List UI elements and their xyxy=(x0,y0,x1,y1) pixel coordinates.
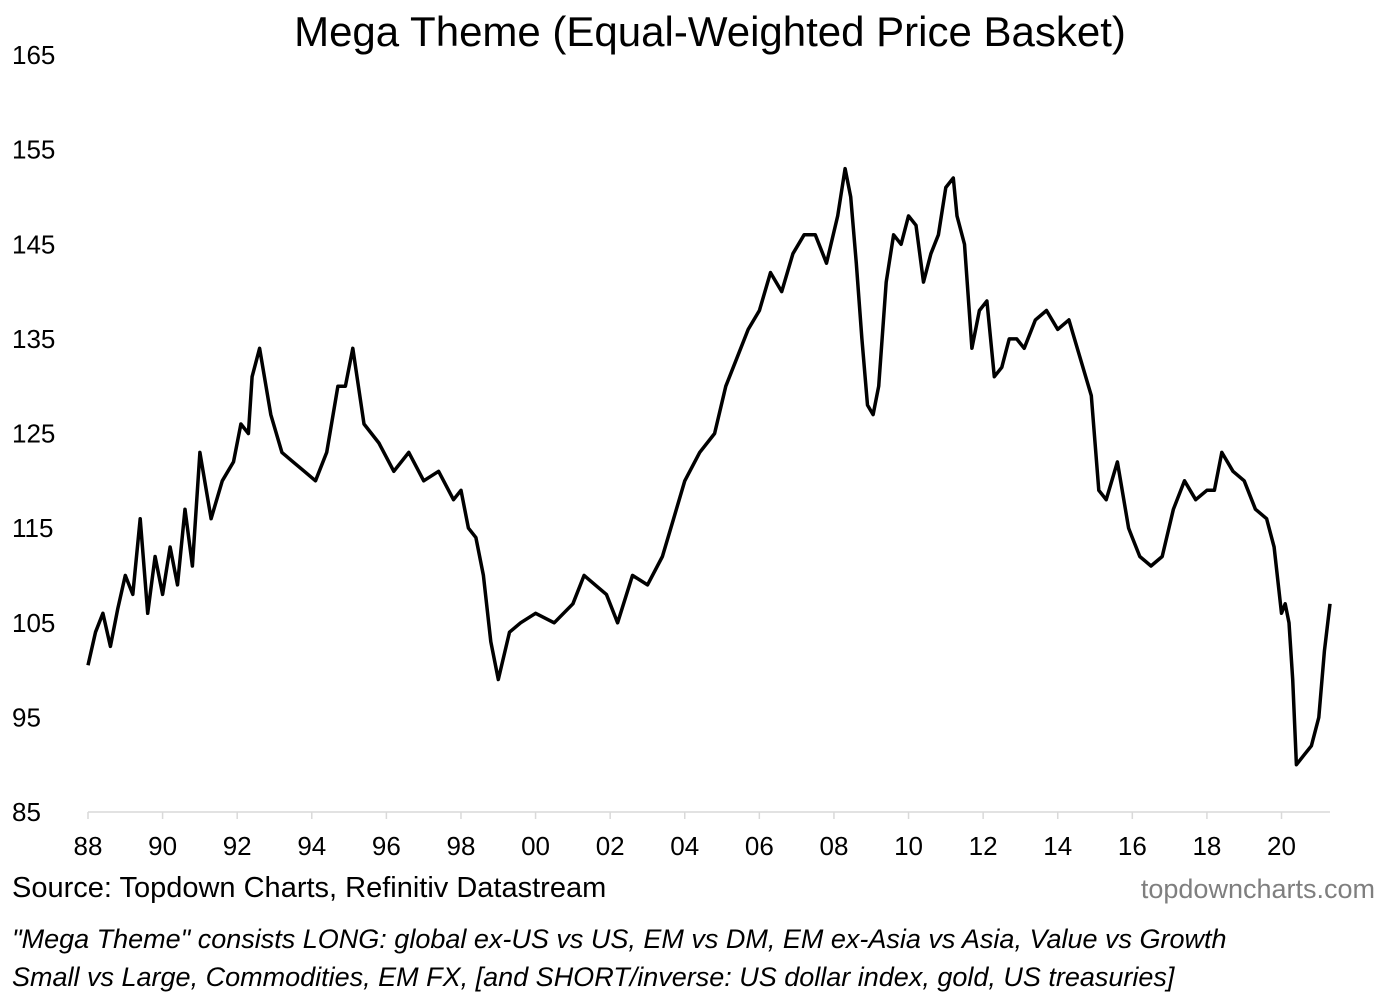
x-tick-label: 92 xyxy=(223,831,252,861)
series-line-mega-theme xyxy=(86,166,1332,767)
x-tick-label: 02 xyxy=(596,831,625,861)
x-tick-label: 08 xyxy=(819,831,848,861)
x-tick-label: 98 xyxy=(447,831,476,861)
y-tick-label: 135 xyxy=(12,324,55,354)
x-tick-label: 20 xyxy=(1267,831,1296,861)
series-layer xyxy=(86,166,1332,767)
x-tick-label: 16 xyxy=(1118,831,1147,861)
footnote-line-1: "Mega Theme" consists LONG: global ex-US… xyxy=(12,924,1227,954)
y-tick-label: 95 xyxy=(12,702,41,732)
x-tick-label: 18 xyxy=(1192,831,1221,861)
y-tick-label: 85 xyxy=(12,797,41,827)
x-tick-label: 06 xyxy=(745,831,774,861)
x-tick-label: 14 xyxy=(1043,831,1072,861)
x-tick-label: 96 xyxy=(372,831,401,861)
y-tick-label: 155 xyxy=(12,135,55,165)
x-tick-label: 10 xyxy=(894,831,923,861)
x-tick-label: 88 xyxy=(74,831,103,861)
y-tick-label: 125 xyxy=(12,419,55,449)
x-tick-label: 12 xyxy=(969,831,998,861)
y-tick-label: 165 xyxy=(12,40,55,70)
x-tick-label: 04 xyxy=(670,831,699,861)
footnote-line-2: Small vs Large, Commodities, EM FX, [and… xyxy=(12,962,1175,992)
chart-title: Mega Theme (Equal-Weighted Price Basket) xyxy=(294,8,1126,55)
y-axis: 85 95 105 115 125 135 145 155 165 xyxy=(12,40,55,827)
watermark: topdowncharts.com xyxy=(1140,874,1375,904)
source-note: Source: Topdown Charts, Refinitiv Datast… xyxy=(12,872,607,904)
x-axis: 88 90 92 94 96 98 00 02 04 06 08 10 12 14 16 18 20 xyxy=(74,812,1296,861)
y-tick-label: 145 xyxy=(12,229,55,259)
y-tick-label: 115 xyxy=(12,513,53,543)
x-tick-label: 90 xyxy=(148,831,177,861)
x-tick-label: 94 xyxy=(297,831,326,861)
y-tick-label: 105 xyxy=(12,608,55,638)
x-tick-label: 00 xyxy=(521,831,550,861)
